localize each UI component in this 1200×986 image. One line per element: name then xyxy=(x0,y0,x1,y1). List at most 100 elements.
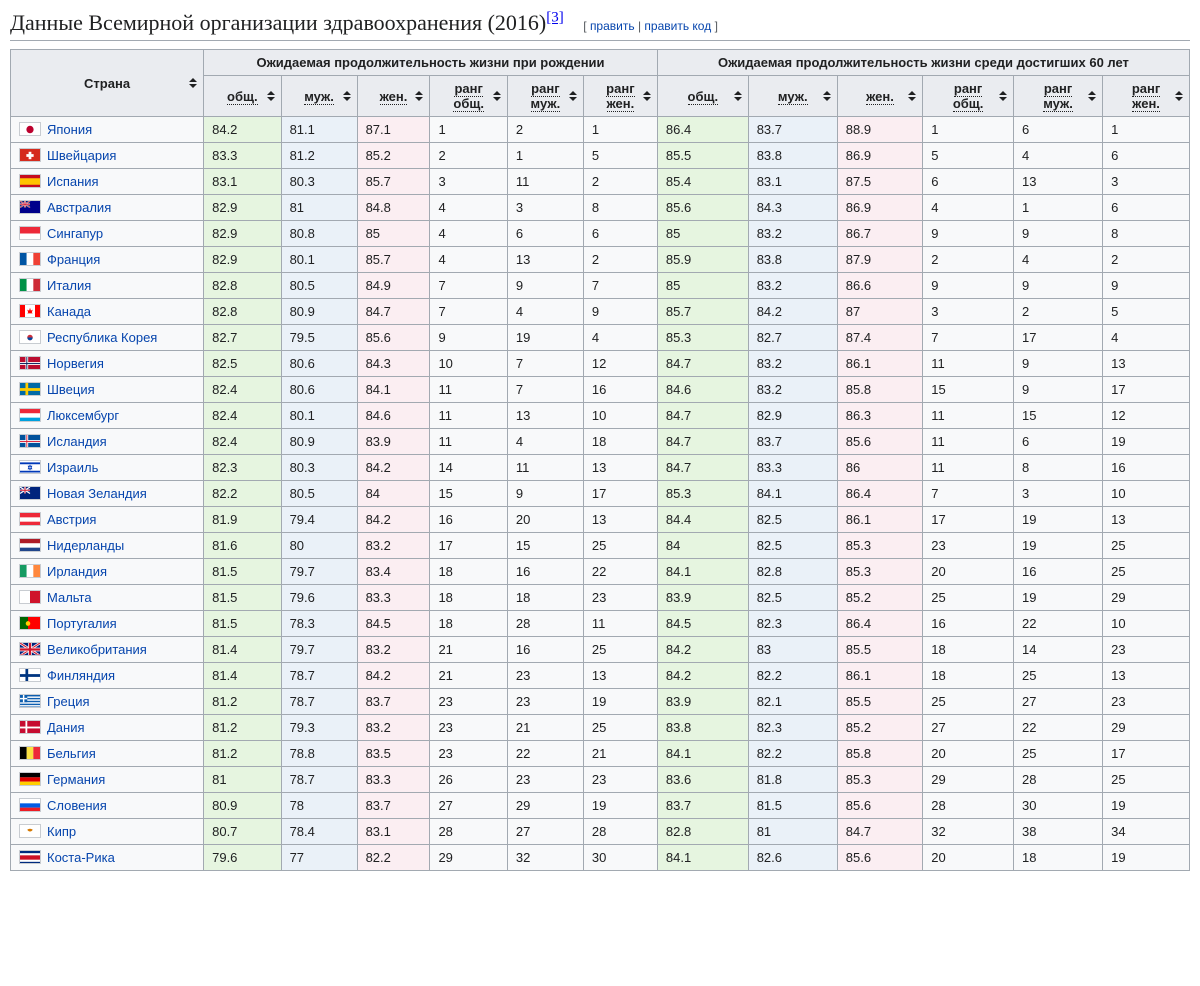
data-cell: 9 xyxy=(1014,273,1103,299)
country-link[interactable]: Коста-Рика xyxy=(47,850,115,865)
country-link[interactable]: Швеция xyxy=(47,382,95,397)
data-cell: 1 xyxy=(507,143,583,169)
col-birth-rank_female[interactable]: рангжен. xyxy=(583,76,657,117)
data-cell: 80.1 xyxy=(281,247,357,273)
country-link[interactable]: Дания xyxy=(47,720,85,735)
data-cell: 84.2 xyxy=(357,455,430,481)
data-cell: 25 xyxy=(923,585,1014,611)
country-link[interactable]: Бельгия xyxy=(47,746,96,761)
flag-icon xyxy=(19,408,41,422)
data-cell: 80.7 xyxy=(204,819,281,845)
col-sixty-total[interactable]: общ. xyxy=(657,76,748,117)
data-cell: 80.9 xyxy=(281,299,357,325)
table-row: Япония84.281.187.112186.483.788.9161 xyxy=(11,117,1190,143)
col-country[interactable]: Страна xyxy=(11,50,204,117)
col-birth-total[interactable]: общ. xyxy=(204,76,281,117)
data-cell: 85.4 xyxy=(657,169,748,195)
data-cell: 85.2 xyxy=(837,715,922,741)
data-cell: 85.7 xyxy=(357,247,430,273)
edit-code-link[interactable]: править код xyxy=(644,19,711,33)
data-cell: 84.5 xyxy=(357,611,430,637)
data-cell: 85 xyxy=(657,221,748,247)
country-link[interactable]: Мальта xyxy=(47,590,92,605)
data-cell: 38 xyxy=(1014,819,1103,845)
country-link[interactable]: Испания xyxy=(47,174,99,189)
data-cell: 15 xyxy=(430,481,507,507)
data-cell: 13 xyxy=(1103,351,1190,377)
country-link[interactable]: Финляндия xyxy=(47,668,115,683)
country-link[interactable]: Австралия xyxy=(47,200,111,215)
data-cell: 16 xyxy=(430,507,507,533)
col-sixty-rank_male[interactable]: рангмуж. xyxy=(1014,76,1103,117)
data-cell: 82.4 xyxy=(204,429,281,455)
data-cell: 29 xyxy=(923,767,1014,793)
col-sixty-rank_female[interactable]: рангжен. xyxy=(1103,76,1190,117)
data-cell: 83.2 xyxy=(357,715,430,741)
country-cell: Португалия xyxy=(11,611,204,637)
col-sixty-female[interactable]: жен. xyxy=(837,76,922,117)
data-cell: 82.1 xyxy=(748,689,837,715)
data-cell: 84.7 xyxy=(657,455,748,481)
country-link[interactable]: Греция xyxy=(47,694,90,709)
country-link[interactable]: Новая Зеландия xyxy=(47,486,147,501)
country-link[interactable]: Нидерланды xyxy=(47,538,124,553)
country-link[interactable]: Люксембург xyxy=(47,408,119,423)
data-cell: 85.5 xyxy=(837,637,922,663)
flag-icon xyxy=(19,720,41,734)
data-cell: 82.9 xyxy=(748,403,837,429)
data-cell: 78.7 xyxy=(281,689,357,715)
data-cell: 82.9 xyxy=(204,221,281,247)
data-cell: 87.1 xyxy=(357,117,430,143)
country-link[interactable]: Япония xyxy=(47,122,92,137)
country-link[interactable]: Ирландия xyxy=(47,564,107,579)
data-cell: 4 xyxy=(1014,143,1103,169)
data-cell: 16 xyxy=(1103,455,1190,481)
country-link[interactable]: Италия xyxy=(47,278,91,293)
edit-link[interactable]: править xyxy=(590,19,635,33)
country-link[interactable]: Франция xyxy=(47,252,100,267)
col-sixty-rank_total[interactable]: рангобщ. xyxy=(923,76,1014,117)
edit-links: [ править | править код ] xyxy=(583,19,718,33)
data-cell: 83.2 xyxy=(748,273,837,299)
country-link[interactable]: Норвегия xyxy=(47,356,104,371)
country-link[interactable]: Кипр xyxy=(47,824,76,839)
data-cell: 30 xyxy=(1014,793,1103,819)
country-link[interactable]: Республика Корея xyxy=(47,330,157,345)
data-cell: 82.2 xyxy=(357,845,430,871)
data-cell: 23 xyxy=(1103,689,1190,715)
data-cell: 25 xyxy=(923,689,1014,715)
country-link[interactable]: Израиль xyxy=(47,460,98,475)
data-cell: 11 xyxy=(430,429,507,455)
country-link[interactable]: Словения xyxy=(47,798,107,813)
data-cell: 18 xyxy=(507,585,583,611)
country-link[interactable]: Канада xyxy=(47,304,91,319)
country-link[interactable]: Великобритания xyxy=(47,642,147,657)
country-cell: Исландия xyxy=(11,429,204,455)
col-birth-rank_male[interactable]: рангмуж. xyxy=(507,76,583,117)
country-link[interactable]: Португалия xyxy=(47,616,117,631)
data-cell: 29 xyxy=(1103,715,1190,741)
country-link[interactable]: Австрия xyxy=(47,512,96,527)
data-cell: 80.9 xyxy=(204,793,281,819)
col-birth-male[interactable]: муж. xyxy=(281,76,357,117)
data-cell: 11 xyxy=(430,403,507,429)
data-cell: 85 xyxy=(357,221,430,247)
data-cell: 83.3 xyxy=(357,585,430,611)
data-cell: 84.1 xyxy=(357,377,430,403)
flag-icon xyxy=(19,382,41,396)
country-link[interactable]: Сингапур xyxy=(47,226,103,241)
country-link[interactable]: Германия xyxy=(47,772,105,787)
country-link[interactable]: Исландия xyxy=(47,434,107,449)
data-cell: 84.3 xyxy=(357,351,430,377)
country-link[interactable]: Швейцария xyxy=(47,148,116,163)
data-cell: 85.6 xyxy=(837,429,922,455)
table-row: Коста-Рика79.67782.229323084.182.685.620… xyxy=(11,845,1190,871)
data-cell: 11 xyxy=(923,403,1014,429)
reference-link[interactable]: [3] xyxy=(546,10,564,26)
col-sixty-male[interactable]: муж. xyxy=(748,76,837,117)
data-cell: 19 xyxy=(1014,533,1103,559)
data-cell: 1 xyxy=(430,117,507,143)
col-birth-female[interactable]: жен. xyxy=(357,76,430,117)
data-cell: 85.3 xyxy=(837,559,922,585)
col-birth-rank_total[interactable]: рангобщ. xyxy=(430,76,507,117)
